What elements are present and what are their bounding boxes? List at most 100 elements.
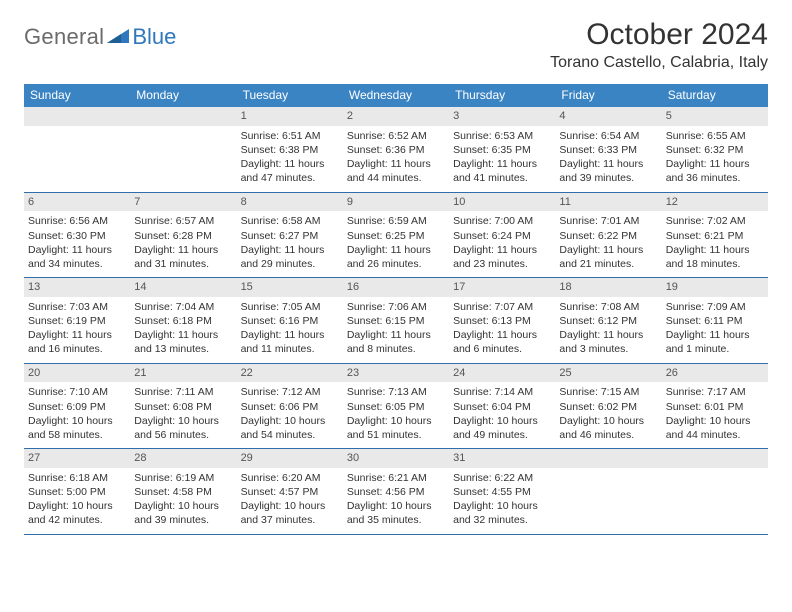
day-info-line: Daylight: 11 hours: [134, 328, 232, 342]
weekday-header-cell: Thursday: [449, 84, 555, 107]
day-info-line: Sunrise: 6:19 AM: [134, 471, 232, 485]
day-number: 1: [237, 107, 343, 126]
day-info-line: Daylight: 11 hours: [134, 243, 232, 257]
day-info-line: Sunrise: 7:03 AM: [28, 300, 126, 314]
day-info-line: and 44 minutes.: [347, 171, 445, 185]
day-info-line: Sunset: 6:08 PM: [134, 400, 232, 414]
day-number: 7: [130, 193, 236, 212]
day-info-line: and 21 minutes.: [559, 257, 657, 271]
day-info-line: and 54 minutes.: [241, 428, 339, 442]
day-info-line: Sunset: 6:09 PM: [28, 400, 126, 414]
day-cell: 24Sunrise: 7:14 AMSunset: 6:04 PMDayligh…: [449, 364, 555, 449]
day-info-line: and 1 minute.: [666, 342, 764, 356]
day-info-line: and 37 minutes.: [241, 513, 339, 527]
day-info-line: and 51 minutes.: [347, 428, 445, 442]
day-cell: 25Sunrise: 7:15 AMSunset: 6:02 PMDayligh…: [555, 364, 661, 449]
day-info-line: and 18 minutes.: [666, 257, 764, 271]
day-info-line: and 58 minutes.: [28, 428, 126, 442]
day-cell: .: [555, 449, 661, 534]
day-info-line: Sunset: 6:28 PM: [134, 229, 232, 243]
day-number: 14: [130, 278, 236, 297]
day-info-line: Sunset: 6:13 PM: [453, 314, 551, 328]
day-info-line: and 44 minutes.: [666, 428, 764, 442]
day-cell: 22Sunrise: 7:12 AMSunset: 6:06 PMDayligh…: [237, 364, 343, 449]
day-info-line: Daylight: 11 hours: [347, 328, 445, 342]
day-info-line: Sunset: 4:55 PM: [453, 485, 551, 499]
day-number: 11: [555, 193, 661, 212]
day-info-line: Daylight: 11 hours: [559, 328, 657, 342]
day-number: 29: [237, 449, 343, 468]
day-info-line: and 46 minutes.: [559, 428, 657, 442]
day-info-line: Sunset: 6:22 PM: [559, 229, 657, 243]
day-cell: .: [130, 107, 236, 192]
day-number: 20: [24, 364, 130, 383]
logo-text-general: General: [24, 24, 104, 50]
day-info-line: Sunrise: 7:14 AM: [453, 385, 551, 399]
day-info-line: Sunset: 6:35 PM: [453, 143, 551, 157]
header-row: General Blue October 2024 Torano Castell…: [24, 18, 768, 72]
day-info-line: Daylight: 10 hours: [241, 499, 339, 513]
week-row: 6Sunrise: 6:56 AMSunset: 6:30 PMDaylight…: [24, 193, 768, 279]
day-info-line: Sunrise: 6:56 AM: [28, 214, 126, 228]
day-info-line: Sunrise: 6:52 AM: [347, 129, 445, 143]
day-cell: 15Sunrise: 7:05 AMSunset: 6:16 PMDayligh…: [237, 278, 343, 363]
day-info-line: Sunrise: 7:11 AM: [134, 385, 232, 399]
day-cell: 12Sunrise: 7:02 AMSunset: 6:21 PMDayligh…: [662, 193, 768, 278]
day-info-line: Daylight: 11 hours: [28, 328, 126, 342]
day-info-line: Sunrise: 6:55 AM: [666, 129, 764, 143]
day-info-line: and 23 minutes.: [453, 257, 551, 271]
day-info-line: Sunrise: 6:53 AM: [453, 129, 551, 143]
day-info-line: Sunrise: 7:09 AM: [666, 300, 764, 314]
day-number: 13: [24, 278, 130, 297]
day-number: 27: [24, 449, 130, 468]
day-info-line: and 42 minutes.: [28, 513, 126, 527]
weekday-header-cell: Wednesday: [343, 84, 449, 107]
day-number: 12: [662, 193, 768, 212]
day-info-line: Daylight: 11 hours: [241, 243, 339, 257]
title-block: October 2024 Torano Castello, Calabria, …: [550, 18, 768, 72]
day-info-line: Sunrise: 7:08 AM: [559, 300, 657, 314]
weekday-header-cell: Monday: [130, 84, 236, 107]
day-info-line: Sunrise: 7:01 AM: [559, 214, 657, 228]
day-info-line: Sunset: 6:21 PM: [666, 229, 764, 243]
day-number: .: [555, 449, 661, 468]
day-info-line: and 13 minutes.: [134, 342, 232, 356]
day-number: 4: [555, 107, 661, 126]
day-number: 5: [662, 107, 768, 126]
day-info-line: Sunset: 6:33 PM: [559, 143, 657, 157]
week-row: 27Sunrise: 6:18 AMSunset: 5:00 PMDayligh…: [24, 449, 768, 535]
day-cell: 3 Sunrise: 6:53 AMSunset: 6:35 PMDaylight…: [449, 107, 555, 192]
day-info-line: Sunset: 4:56 PM: [347, 485, 445, 499]
day-info-line: and 6 minutes.: [453, 342, 551, 356]
day-info-line: Daylight: 11 hours: [453, 243, 551, 257]
day-info-line: Sunset: 6:15 PM: [347, 314, 445, 328]
weekday-header-cell: Friday: [555, 84, 661, 107]
day-cell: 6Sunrise: 6:56 AMSunset: 6:30 PMDaylight…: [24, 193, 130, 278]
day-info-line: Sunset: 6:16 PM: [241, 314, 339, 328]
weekday-header-row: SundayMondayTuesdayWednesdayThursdayFrid…: [24, 84, 768, 107]
day-info-line: and 56 minutes.: [134, 428, 232, 442]
weekday-header-cell: Tuesday: [237, 84, 343, 107]
day-number: 28: [130, 449, 236, 468]
day-info-line: Sunrise: 6:59 AM: [347, 214, 445, 228]
day-info-line: Daylight: 11 hours: [453, 328, 551, 342]
day-info-line: Daylight: 10 hours: [666, 414, 764, 428]
day-info-line: and 32 minutes.: [453, 513, 551, 527]
day-info-line: and 8 minutes.: [347, 342, 445, 356]
day-cell: 19Sunrise: 7:09 AMSunset: 6:11 PMDayligh…: [662, 278, 768, 363]
day-info-line: Sunset: 6:06 PM: [241, 400, 339, 414]
day-number: 3: [449, 107, 555, 126]
day-info-line: Sunset: 6:24 PM: [453, 229, 551, 243]
day-number: 8: [237, 193, 343, 212]
day-info-line: Sunrise: 7:05 AM: [241, 300, 339, 314]
day-info-line: Daylight: 11 hours: [666, 157, 764, 171]
day-info-line: Sunrise: 7:17 AM: [666, 385, 764, 399]
day-info-line: and 11 minutes.: [241, 342, 339, 356]
day-info-line: Daylight: 10 hours: [241, 414, 339, 428]
day-cell: 8Sunrise: 6:58 AMSunset: 6:27 PMDaylight…: [237, 193, 343, 278]
day-info-line: Daylight: 11 hours: [28, 243, 126, 257]
day-info-line: Daylight: 10 hours: [347, 414, 445, 428]
day-info-line: Sunrise: 6:18 AM: [28, 471, 126, 485]
day-info-line: Daylight: 11 hours: [453, 157, 551, 171]
day-number: 31: [449, 449, 555, 468]
